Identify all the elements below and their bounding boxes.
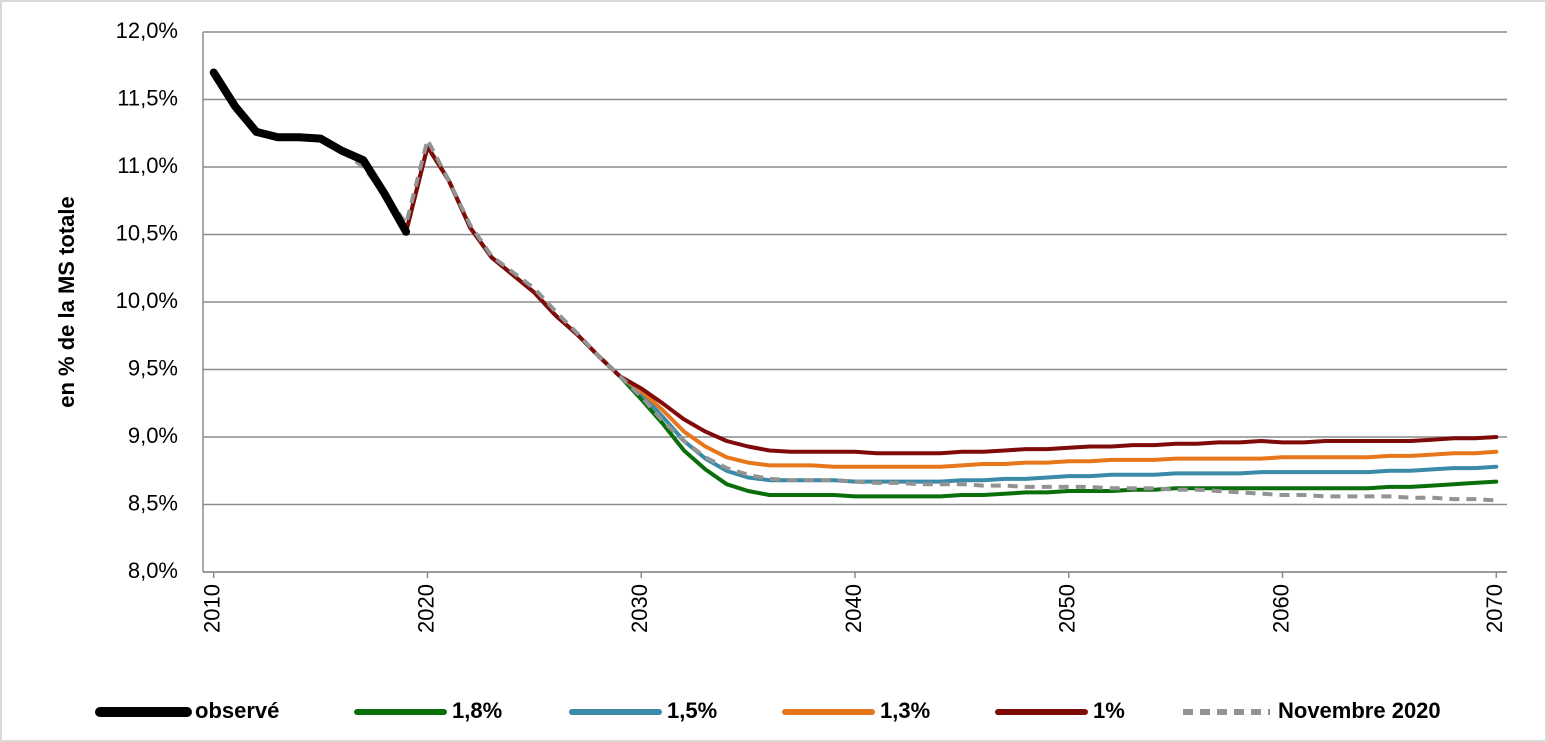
x-tick-label: 2040: [841, 584, 866, 633]
y-tick-label: 8,0%: [128, 558, 178, 583]
y-tick-label: 12,0%: [116, 18, 178, 43]
x-tick-label: 2030: [627, 584, 652, 633]
y-tick-label: 11,5%: [117, 85, 178, 110]
y-tick-label: 9,0%: [128, 423, 178, 448]
series-line: [340, 138, 1497, 503]
y-tick-label: 10,0%: [116, 288, 178, 313]
x-tick-label: 2070: [1482, 584, 1507, 633]
legend-label: Novembre 2020: [1278, 698, 1441, 723]
y-tick-label: 9,5%: [128, 355, 178, 380]
y-tick-label: 11,0%: [117, 153, 178, 178]
legend-label: 1,8%: [452, 698, 502, 723]
x-tick-label: 2060: [1268, 584, 1293, 633]
y-axis-title: en % de la MS totale: [54, 196, 79, 408]
x-tick-label: 2010: [200, 584, 225, 633]
legend-label: observé: [195, 698, 279, 723]
x-tick-label: 2050: [1055, 584, 1080, 633]
x-tick-label: 2020: [413, 584, 438, 633]
legend-label: 1,3%: [880, 698, 930, 723]
legend-label: 1%: [1093, 698, 1125, 723]
y-tick-label: 8,5%: [128, 490, 178, 515]
y-tick-label: 10,5%: [116, 220, 178, 245]
legend-label: 1,5%: [667, 698, 717, 723]
series-line: [209, 68, 411, 236]
